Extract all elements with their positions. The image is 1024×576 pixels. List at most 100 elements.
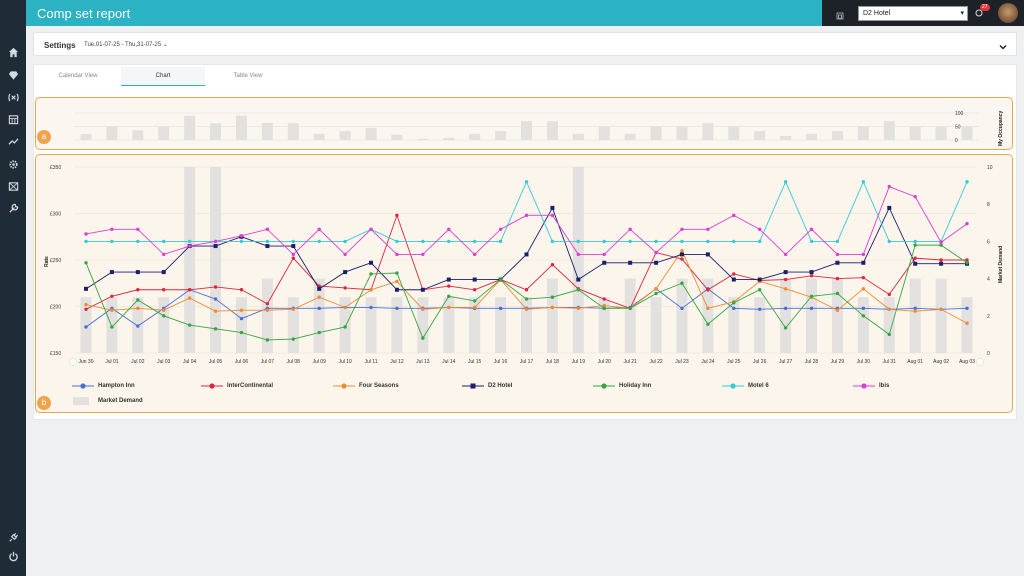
data-point xyxy=(732,239,736,244)
data-point xyxy=(447,239,451,244)
data-point xyxy=(654,291,658,296)
data-point xyxy=(498,277,503,282)
data-point xyxy=(109,270,114,275)
data-point xyxy=(628,306,632,311)
occupancy-bar xyxy=(598,126,610,140)
demand-tick-label: 4 xyxy=(987,277,990,283)
plug-icon[interactable] xyxy=(5,529,21,545)
date-range-select[interactable]: Tue,01-07-25 - Thu,31-07-25 ⌄ xyxy=(84,41,168,48)
x-tick-label: Jul 13 xyxy=(416,359,430,365)
data-point xyxy=(395,271,399,275)
data-point xyxy=(291,252,295,257)
data-point xyxy=(758,288,762,292)
occupancy-bar xyxy=(132,130,144,140)
hotel-select[interactable]: D2 Hotel ▾ xyxy=(858,6,968,21)
data-point xyxy=(447,227,451,232)
calendar-icon[interactable] xyxy=(5,111,21,127)
demand-tick-label: 8 xyxy=(987,202,990,208)
diamond-icon[interactable] xyxy=(5,67,21,83)
legend-item-market-demand[interactable]: Market Demand xyxy=(72,396,143,406)
data-point xyxy=(783,277,788,282)
market-demand-bar xyxy=(417,297,429,353)
rate-icon[interactable] xyxy=(5,89,21,105)
data-point xyxy=(757,277,762,282)
settings-label: Settings xyxy=(44,41,76,50)
tab-calendar-view[interactable]: Calendar View xyxy=(36,67,120,86)
legend-item-d2-hotel[interactable]: D2 Hotel xyxy=(462,381,512,391)
x-tick-label: Jul 08 xyxy=(287,359,301,365)
settings-icon[interactable] xyxy=(5,156,21,172)
tab-chart[interactable]: Chart xyxy=(121,67,205,86)
data-point xyxy=(680,249,684,253)
data-point xyxy=(265,244,270,249)
data-point xyxy=(161,270,166,275)
x-tick-label: Jul 15 xyxy=(468,359,482,365)
legend-label: Motel 6 xyxy=(748,383,769,389)
data-point xyxy=(861,180,866,184)
data-point xyxy=(965,180,969,184)
data-point xyxy=(213,244,218,249)
tools-icon[interactable] xyxy=(5,200,21,216)
legend-item-hampton-inn[interactable]: Hampton Inn xyxy=(72,381,135,391)
data-point xyxy=(369,260,374,265)
market-demand-bar xyxy=(650,297,662,353)
trend-icon[interactable] xyxy=(5,133,21,149)
data-point xyxy=(628,260,633,265)
x-tick-label: Jul 17 xyxy=(520,359,534,365)
data-point xyxy=(84,261,88,265)
occupancy-bar xyxy=(521,121,532,140)
data-point xyxy=(783,306,788,311)
scroll-handle-right[interactable] xyxy=(976,358,984,366)
data-point xyxy=(84,286,88,291)
data-point xyxy=(343,270,348,275)
data-point xyxy=(861,306,866,311)
data-point xyxy=(758,239,762,244)
power-icon[interactable] xyxy=(5,548,21,564)
tab-table-view[interactable]: Table View xyxy=(206,67,290,86)
x-tick-label: Jul 19 xyxy=(572,359,586,365)
data-point xyxy=(369,305,373,310)
occupancy-bar xyxy=(313,133,325,140)
x-tick-label: Aug 03 xyxy=(959,359,975,365)
data-point xyxy=(783,180,788,184)
data-point xyxy=(369,272,373,276)
top-bar: Comp set report D2 Hotel ▾ 27 xyxy=(26,0,1024,26)
legend-item-motel-6[interactable]: Motel 6 xyxy=(722,381,769,391)
section-badge-b: b xyxy=(37,396,51,410)
settings-collapse-button[interactable] xyxy=(998,39,1008,50)
market-demand-bar xyxy=(728,297,740,353)
data-point xyxy=(835,260,840,265)
legend-label: Four Seasons xyxy=(359,383,399,389)
report-icon[interactable] xyxy=(5,178,21,194)
market-demand-bar xyxy=(521,297,532,353)
occupancy-bar xyxy=(391,134,403,140)
data-point xyxy=(809,270,814,275)
data-point xyxy=(317,239,321,244)
hotel-switch-icon[interactable] xyxy=(835,8,845,20)
scroll-handle-left[interactable] xyxy=(69,358,77,366)
legend-item-holiday-inn[interactable]: Holiday Inn xyxy=(593,381,651,391)
data-point xyxy=(654,250,658,255)
section-badge-a: a xyxy=(37,130,51,144)
home-icon[interactable] xyxy=(5,44,21,60)
data-point xyxy=(84,302,88,307)
x-tick-label: Jul 06 xyxy=(235,359,249,365)
avatar[interactable] xyxy=(998,3,1018,23)
data-point xyxy=(939,243,943,247)
occupancy-bar xyxy=(831,131,843,140)
legend-item-four-seasons[interactable]: Four Seasons xyxy=(333,381,399,391)
rate-tick-label: £300 xyxy=(50,212,61,218)
legend-item-intercontinental[interactable]: InterContinental xyxy=(201,381,273,391)
notification-button[interactable]: 27 xyxy=(974,4,990,19)
settings-bar: Settings Tue,01-07-25 - Thu,31-07-25 ⌄ xyxy=(33,32,1017,56)
data-point xyxy=(265,308,270,312)
market-demand-bar xyxy=(702,278,714,353)
legend-item-ibis[interactable]: Ibis xyxy=(853,381,889,391)
market-demand-bar xyxy=(106,297,118,353)
data-point xyxy=(317,227,321,232)
legend-label: Holiday Inn xyxy=(619,383,652,389)
occupancy-bar xyxy=(780,135,792,140)
legend-swatch xyxy=(722,383,744,389)
data-point xyxy=(110,294,114,298)
data-point xyxy=(265,338,270,342)
